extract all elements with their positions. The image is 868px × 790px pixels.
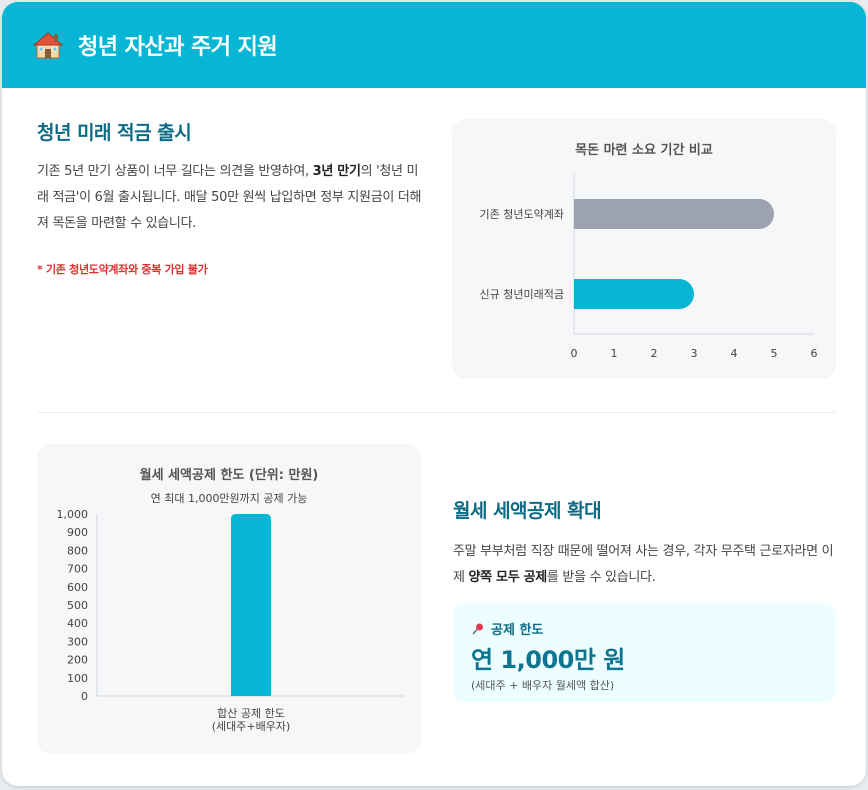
savings-description: 기존 5년 만기 상품이 너무 길다는 의견을 반영하여, 3년 만기의 '청년… (37, 159, 427, 237)
savings-desc-pre: 기존 5년 만기 상품이 너무 길다는 의견을 반영하여, (37, 164, 313, 179)
chart1-tick-label: 2 (651, 347, 658, 360)
deduction-limit-value: 연 1,000만 원 (471, 646, 625, 674)
savings-title: 청년 미래 적금 출시 (37, 122, 192, 144)
chart1-tick-label: 0 (571, 347, 578, 360)
chart2-tick-label: 400 (67, 617, 88, 630)
savings-desc-post: 의 '청년 미래 적금'이 6월 출시됩니다. 매달 50만 원씩 납입하면 정… (37, 164, 422, 231)
deduction-limit-box: 공제 한도 연 1,000만 원 (세대주 + 배우자 월세액 합산) (453, 603, 836, 702)
chart2-bar (231, 514, 271, 696)
chart2-tick-label: 0 (81, 690, 88, 703)
chart1-tick-label: 3 (691, 347, 698, 360)
pushpin-icon (471, 622, 485, 636)
chart2-category-label: (세대주+배우자) (212, 720, 291, 733)
savings-desc-bold: 3년 만기 (312, 164, 361, 179)
chart1-bar (574, 279, 694, 309)
chart2-subtitle: 연 최대 1,000만원까지 공제 가능 (150, 492, 308, 505)
chart1-category-label: 신규 청년미래적금 (480, 288, 564, 301)
rent-desc-bold: 양쪽 모두 공제 (468, 570, 548, 585)
page-title: 청년 자산과 주거 지원 (78, 35, 278, 60)
chart2-svg: 0 100 200 300 400 500 600 700 800 900 1,000 합산 공제 한… (57, 508, 405, 733)
chart1-title: 목돈 마련 소요 기간 비교 (575, 143, 713, 158)
chart2-title: 월세 세액공제 한도 (단위: 만원) (139, 468, 319, 483)
chart1-tick-label: 4 (731, 347, 738, 360)
rent-section: 월세 세액공제 확대 주말 부부처럼 직장 때문에 떨어져 사는 경우, 각자 … (453, 496, 843, 591)
rent-desc-post: 를 받을 수 있습니다. (546, 570, 656, 585)
deduction-limit-label: 공제 한도 (491, 623, 544, 638)
savings-note: * 기존 청년도약계좌와 중복 가입 불가 (37, 263, 208, 276)
chart1-bar (574, 199, 774, 229)
chart2-tick-label: 300 (67, 635, 88, 648)
rent-title: 월세 세액공제 확대 (453, 500, 602, 522)
chart2-tick-label: 1,000 (57, 508, 89, 521)
chart1-tick-label: 1 (611, 347, 618, 360)
section-divider (37, 412, 836, 413)
chart2-tick-label: 900 (67, 526, 88, 539)
chart2-tick-label: 200 (67, 654, 88, 667)
rent-deduction-chart: 월세 세액공제 한도 (단위: 만원) 연 최대 1,000만원까지 공제 가능… (37, 444, 421, 754)
header: 청년 자산과 주거 지원 (2, 2, 866, 88)
chart2-tick-label: 800 (67, 544, 88, 557)
savings-section: 청년 미래 적금 출시 기존 5년 만기 상품이 너무 길다는 의견을 반영하여… (37, 118, 427, 277)
chart1-tick-label: 5 (771, 347, 778, 360)
chart2-tick-label: 700 (67, 563, 88, 576)
chart1-category-label: 기존 청년도약계좌 (480, 207, 564, 221)
chart2-category-label: 합산 공제 한도 (217, 707, 285, 720)
chart2-tick-label: 600 (67, 581, 88, 594)
rent-description: 주말 부부처럼 직장 때문에 떨어져 사는 경우, 각자 무주택 근로자라면 이… (453, 539, 843, 591)
deduction-limit-label-row: 공제 한도 (471, 619, 818, 638)
house-icon (32, 29, 64, 61)
chart2-tick-label: 500 (67, 599, 88, 612)
deduction-limit-note: (세대주 + 배우자 월세액 합산) (471, 679, 615, 692)
rent-desc-pre: 주말 부부처럼 직장 때문에 떨어져 사는 경우, 각자 무주택 근로자라면 이… (453, 544, 834, 585)
chart2-tick-label: 100 (67, 672, 88, 685)
chart1-tick-label: 6 (811, 347, 818, 360)
